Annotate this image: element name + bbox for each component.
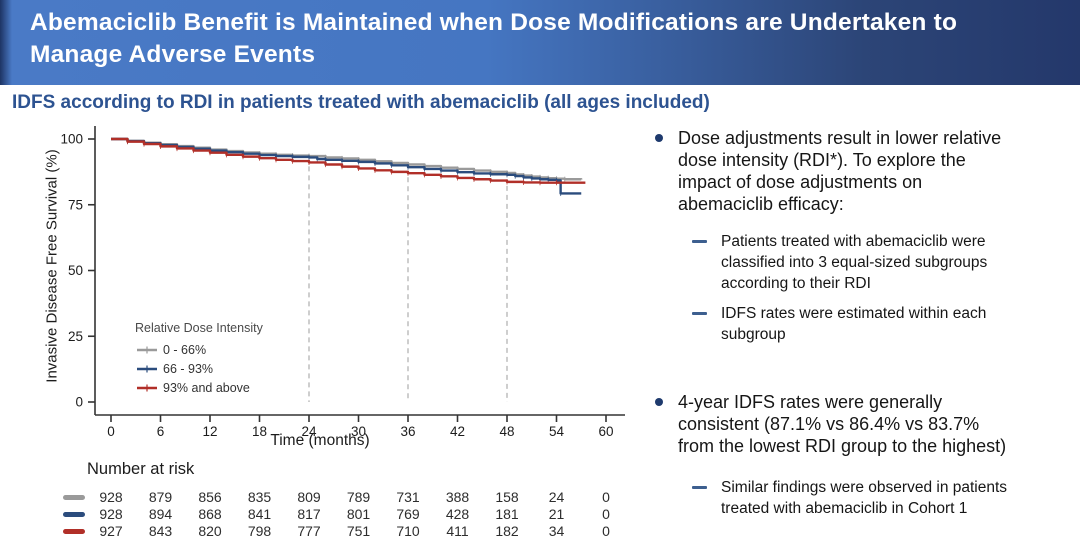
kaplan-meier-chart: 0 25 50 75 100 0 6 12 18 24 30 36 42 48 54 60 Relative D… xyxy=(60,126,625,439)
subbullet-text: Patients treated with abemaciclib were c… xyxy=(721,233,988,292)
risk-value: 789 xyxy=(346,489,371,505)
legend: Relative Dose Intensity 0 - 66% 66 - 93% 93… xyxy=(135,321,264,395)
x-tick-label: 54 xyxy=(549,424,565,439)
subbullet-text: IDFS rates were estimated within each su… xyxy=(721,305,987,343)
x-tick-label: 0 xyxy=(107,424,115,439)
subbullet-text: Similar findings were observed in patien… xyxy=(721,479,1008,517)
risk-value: 843 xyxy=(148,523,173,539)
legend-entry-label: 66 - 93% xyxy=(163,362,213,376)
risk-value: 181 xyxy=(495,506,519,522)
subbullet-idfs-rates: IDFS rates were estimated within each su… xyxy=(692,303,1037,345)
axes xyxy=(88,126,625,422)
chart-section-heading: IDFS according to RDI in patients treate… xyxy=(12,92,710,113)
legend-entry-label: 93% and above xyxy=(163,381,250,395)
number-at-risk-label: Number at risk xyxy=(87,460,195,478)
risk-row-marker-icon xyxy=(63,528,85,534)
risk-value: 801 xyxy=(346,506,371,522)
dash-icon xyxy=(692,486,707,489)
bullet-dose-adjustments: Dose adjustments result in lower relativ… xyxy=(655,127,1055,215)
risk-value: 820 xyxy=(198,523,222,539)
x-tick-label: 30 xyxy=(351,424,366,439)
bullet-text: 4-year IDFS rates were generally consist… xyxy=(678,392,1007,456)
dash-icon xyxy=(692,240,707,243)
bullet-4year-idfs: 4-year IDFS rates were generally consist… xyxy=(655,391,1055,457)
y-axis-label: Invasive Disease Free Survival (%) xyxy=(43,149,61,383)
slide-header-banner: Abemaciclib Benefit is Maintained when D… xyxy=(0,0,1080,85)
x-tick-label: 18 xyxy=(252,424,267,439)
risk-value: 731 xyxy=(396,489,420,505)
risk-value: 428 xyxy=(445,506,470,522)
risk-value: 769 xyxy=(396,506,420,522)
risk-row-0-66-: 928 879 856 835 809 789 731 388 158 24 0 xyxy=(60,489,631,505)
x-tick-label: 6 xyxy=(157,424,165,439)
risk-value: 21 xyxy=(548,506,565,522)
subbullet-patients-classified: Patients treated with abemaciclib were c… xyxy=(692,231,1037,294)
risk-value: 158 xyxy=(495,489,519,505)
risk-value: 809 xyxy=(297,489,321,505)
risk-value: 0 xyxy=(602,523,610,539)
risk-value: 928 xyxy=(99,489,123,505)
x-axis-label: Time (months) xyxy=(270,432,370,449)
x-tick-label: 42 xyxy=(450,424,465,439)
risk-value: 927 xyxy=(99,523,123,539)
x-tick-label: 24 xyxy=(301,424,317,439)
legend-entry-label: 0 - 66% xyxy=(163,343,206,357)
risk-value: 751 xyxy=(346,523,371,539)
dash-icon xyxy=(692,312,707,315)
risk-value: 182 xyxy=(495,523,519,539)
risk-value: 411 xyxy=(446,523,469,539)
risk-value: 835 xyxy=(247,489,272,505)
risk-value: 0 xyxy=(602,489,610,505)
risk-value: 856 xyxy=(198,489,222,505)
y-tick-label: 0 xyxy=(75,395,83,410)
risk-row-marker-icon xyxy=(63,511,85,517)
bullet-dot-icon xyxy=(655,134,663,142)
risk-value: 388 xyxy=(445,489,470,505)
y-tick-label: 25 xyxy=(68,329,83,344)
y-tick-label: 75 xyxy=(68,197,83,212)
risk-value: 24 xyxy=(548,489,565,505)
legend-title: Relative Dose Intensity xyxy=(135,321,264,335)
y-tick-label: 100 xyxy=(60,132,83,147)
risk-value: 34 xyxy=(548,523,565,539)
risk-value: 0 xyxy=(602,506,610,522)
bullet-dot-icon xyxy=(655,398,663,406)
bullet-text: Dose adjustments result in lower relativ… xyxy=(678,128,1002,214)
risk-row-marker-icon xyxy=(63,494,85,500)
x-tick-label: 36 xyxy=(400,424,415,439)
risk-row-93-and-above: 927 843 820 798 777 751 710 411 182 34 0 xyxy=(60,523,631,539)
risk-value: 710 xyxy=(396,523,420,539)
risk-value: 879 xyxy=(148,489,173,505)
risk-value: 868 xyxy=(198,506,222,522)
y-tick-label: 50 xyxy=(68,263,83,278)
risk-value: 894 xyxy=(148,506,173,522)
risk-value: 817 xyxy=(297,506,321,522)
x-tick-label: 12 xyxy=(202,424,217,439)
x-tick-label: 60 xyxy=(598,424,613,439)
risk-row-66-93-: 928 894 868 841 817 801 769 428 181 21 0 xyxy=(60,506,631,522)
risk-value: 841 xyxy=(247,506,272,522)
risk-value: 777 xyxy=(297,523,321,539)
km-curve-93-and-above xyxy=(111,137,586,186)
slide-title: Abemaciclib Benefit is Maintained when D… xyxy=(30,9,958,68)
risk-value: 928 xyxy=(99,506,123,522)
x-tick-label: 48 xyxy=(499,424,514,439)
risk-value: 798 xyxy=(247,523,272,539)
subbullet-similar-findings: Similar findings were observed in patien… xyxy=(692,477,1037,519)
